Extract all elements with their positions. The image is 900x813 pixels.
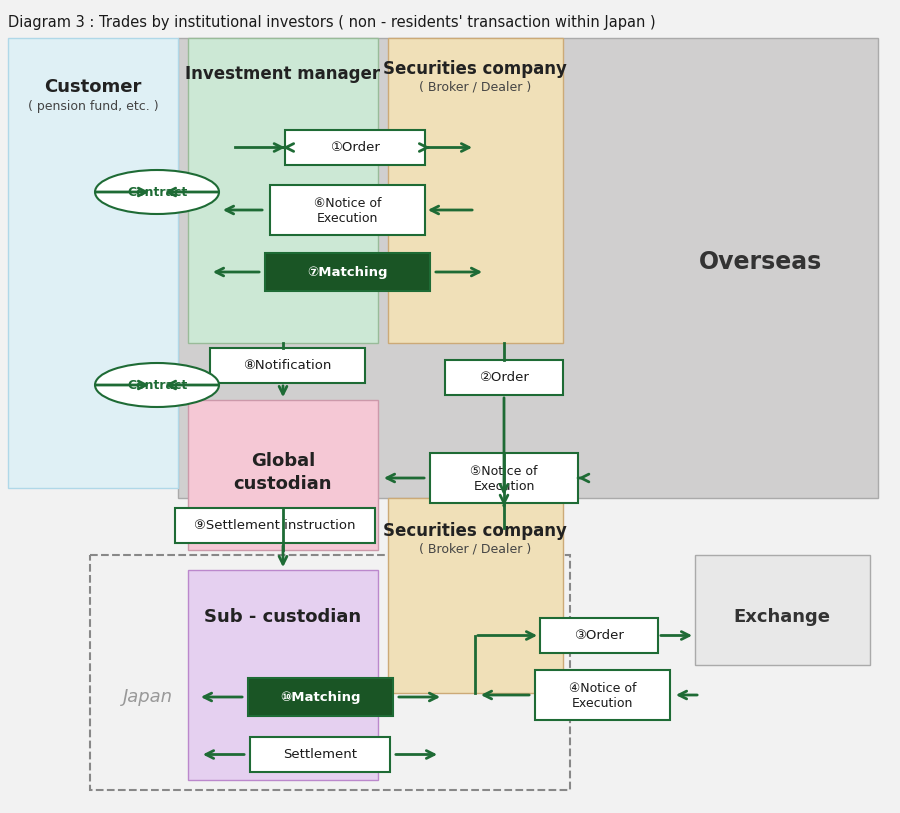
Ellipse shape [95, 363, 219, 407]
Text: Contract: Contract [127, 379, 187, 392]
Text: ③Order: ③Order [574, 629, 624, 642]
Text: Securities company: Securities company [383, 60, 567, 78]
FancyBboxPatch shape [265, 253, 430, 291]
Text: custodian: custodian [234, 475, 332, 493]
FancyBboxPatch shape [445, 360, 563, 395]
Text: Contract: Contract [127, 185, 187, 198]
FancyBboxPatch shape [388, 38, 563, 343]
FancyBboxPatch shape [248, 678, 393, 716]
Text: ( pension fund, etc. ): ( pension fund, etc. ) [28, 100, 158, 113]
Text: Customer: Customer [44, 78, 141, 96]
Text: Global: Global [251, 452, 315, 470]
FancyBboxPatch shape [535, 670, 670, 720]
Ellipse shape [95, 170, 219, 214]
Text: ④Notice of: ④Notice of [569, 681, 636, 694]
Text: Overseas: Overseas [698, 250, 822, 274]
Text: Sub - custodian: Sub - custodian [204, 608, 362, 626]
Text: Diagram 3 : Trades by institutional investors ( non - residents' transaction wit: Diagram 3 : Trades by institutional inve… [8, 15, 655, 29]
Text: Japan: Japan [123, 688, 173, 706]
FancyBboxPatch shape [188, 38, 378, 343]
Text: Execution: Execution [317, 211, 378, 224]
FancyBboxPatch shape [250, 737, 390, 772]
FancyBboxPatch shape [8, 38, 178, 488]
FancyBboxPatch shape [188, 400, 378, 550]
FancyBboxPatch shape [285, 130, 425, 165]
FancyBboxPatch shape [270, 185, 425, 235]
Text: ⑨Settlement instruction: ⑨Settlement instruction [194, 519, 356, 532]
Text: Execution: Execution [572, 697, 634, 710]
Text: Investment manager: Investment manager [185, 65, 381, 83]
Text: ⑧Notification: ⑧Notification [243, 359, 332, 372]
Text: Settlement: Settlement [283, 748, 357, 761]
FancyBboxPatch shape [388, 498, 563, 693]
FancyBboxPatch shape [210, 348, 365, 383]
FancyBboxPatch shape [188, 570, 378, 780]
Text: ①Order: ①Order [330, 141, 380, 154]
FancyBboxPatch shape [430, 453, 578, 503]
Text: ⑥Notice of: ⑥Notice of [314, 197, 382, 210]
FancyBboxPatch shape [175, 508, 375, 543]
Text: ( Broker / Dealer ): ( Broker / Dealer ) [418, 80, 531, 93]
Text: ( Broker / Dealer ): ( Broker / Dealer ) [418, 542, 531, 555]
Bar [90, 555, 570, 790]
FancyBboxPatch shape [695, 555, 870, 665]
FancyBboxPatch shape [178, 38, 878, 498]
Text: ⑦Matching: ⑦Matching [307, 266, 388, 279]
Text: ⑤Notice of: ⑤Notice of [470, 464, 538, 477]
Text: ②Order: ②Order [479, 371, 529, 384]
Text: ⑩Matching: ⑩Matching [280, 690, 361, 703]
Text: Exchange: Exchange [734, 608, 831, 626]
FancyBboxPatch shape [540, 618, 658, 653]
Text: Securities company: Securities company [383, 522, 567, 540]
Text: Execution: Execution [473, 480, 535, 493]
